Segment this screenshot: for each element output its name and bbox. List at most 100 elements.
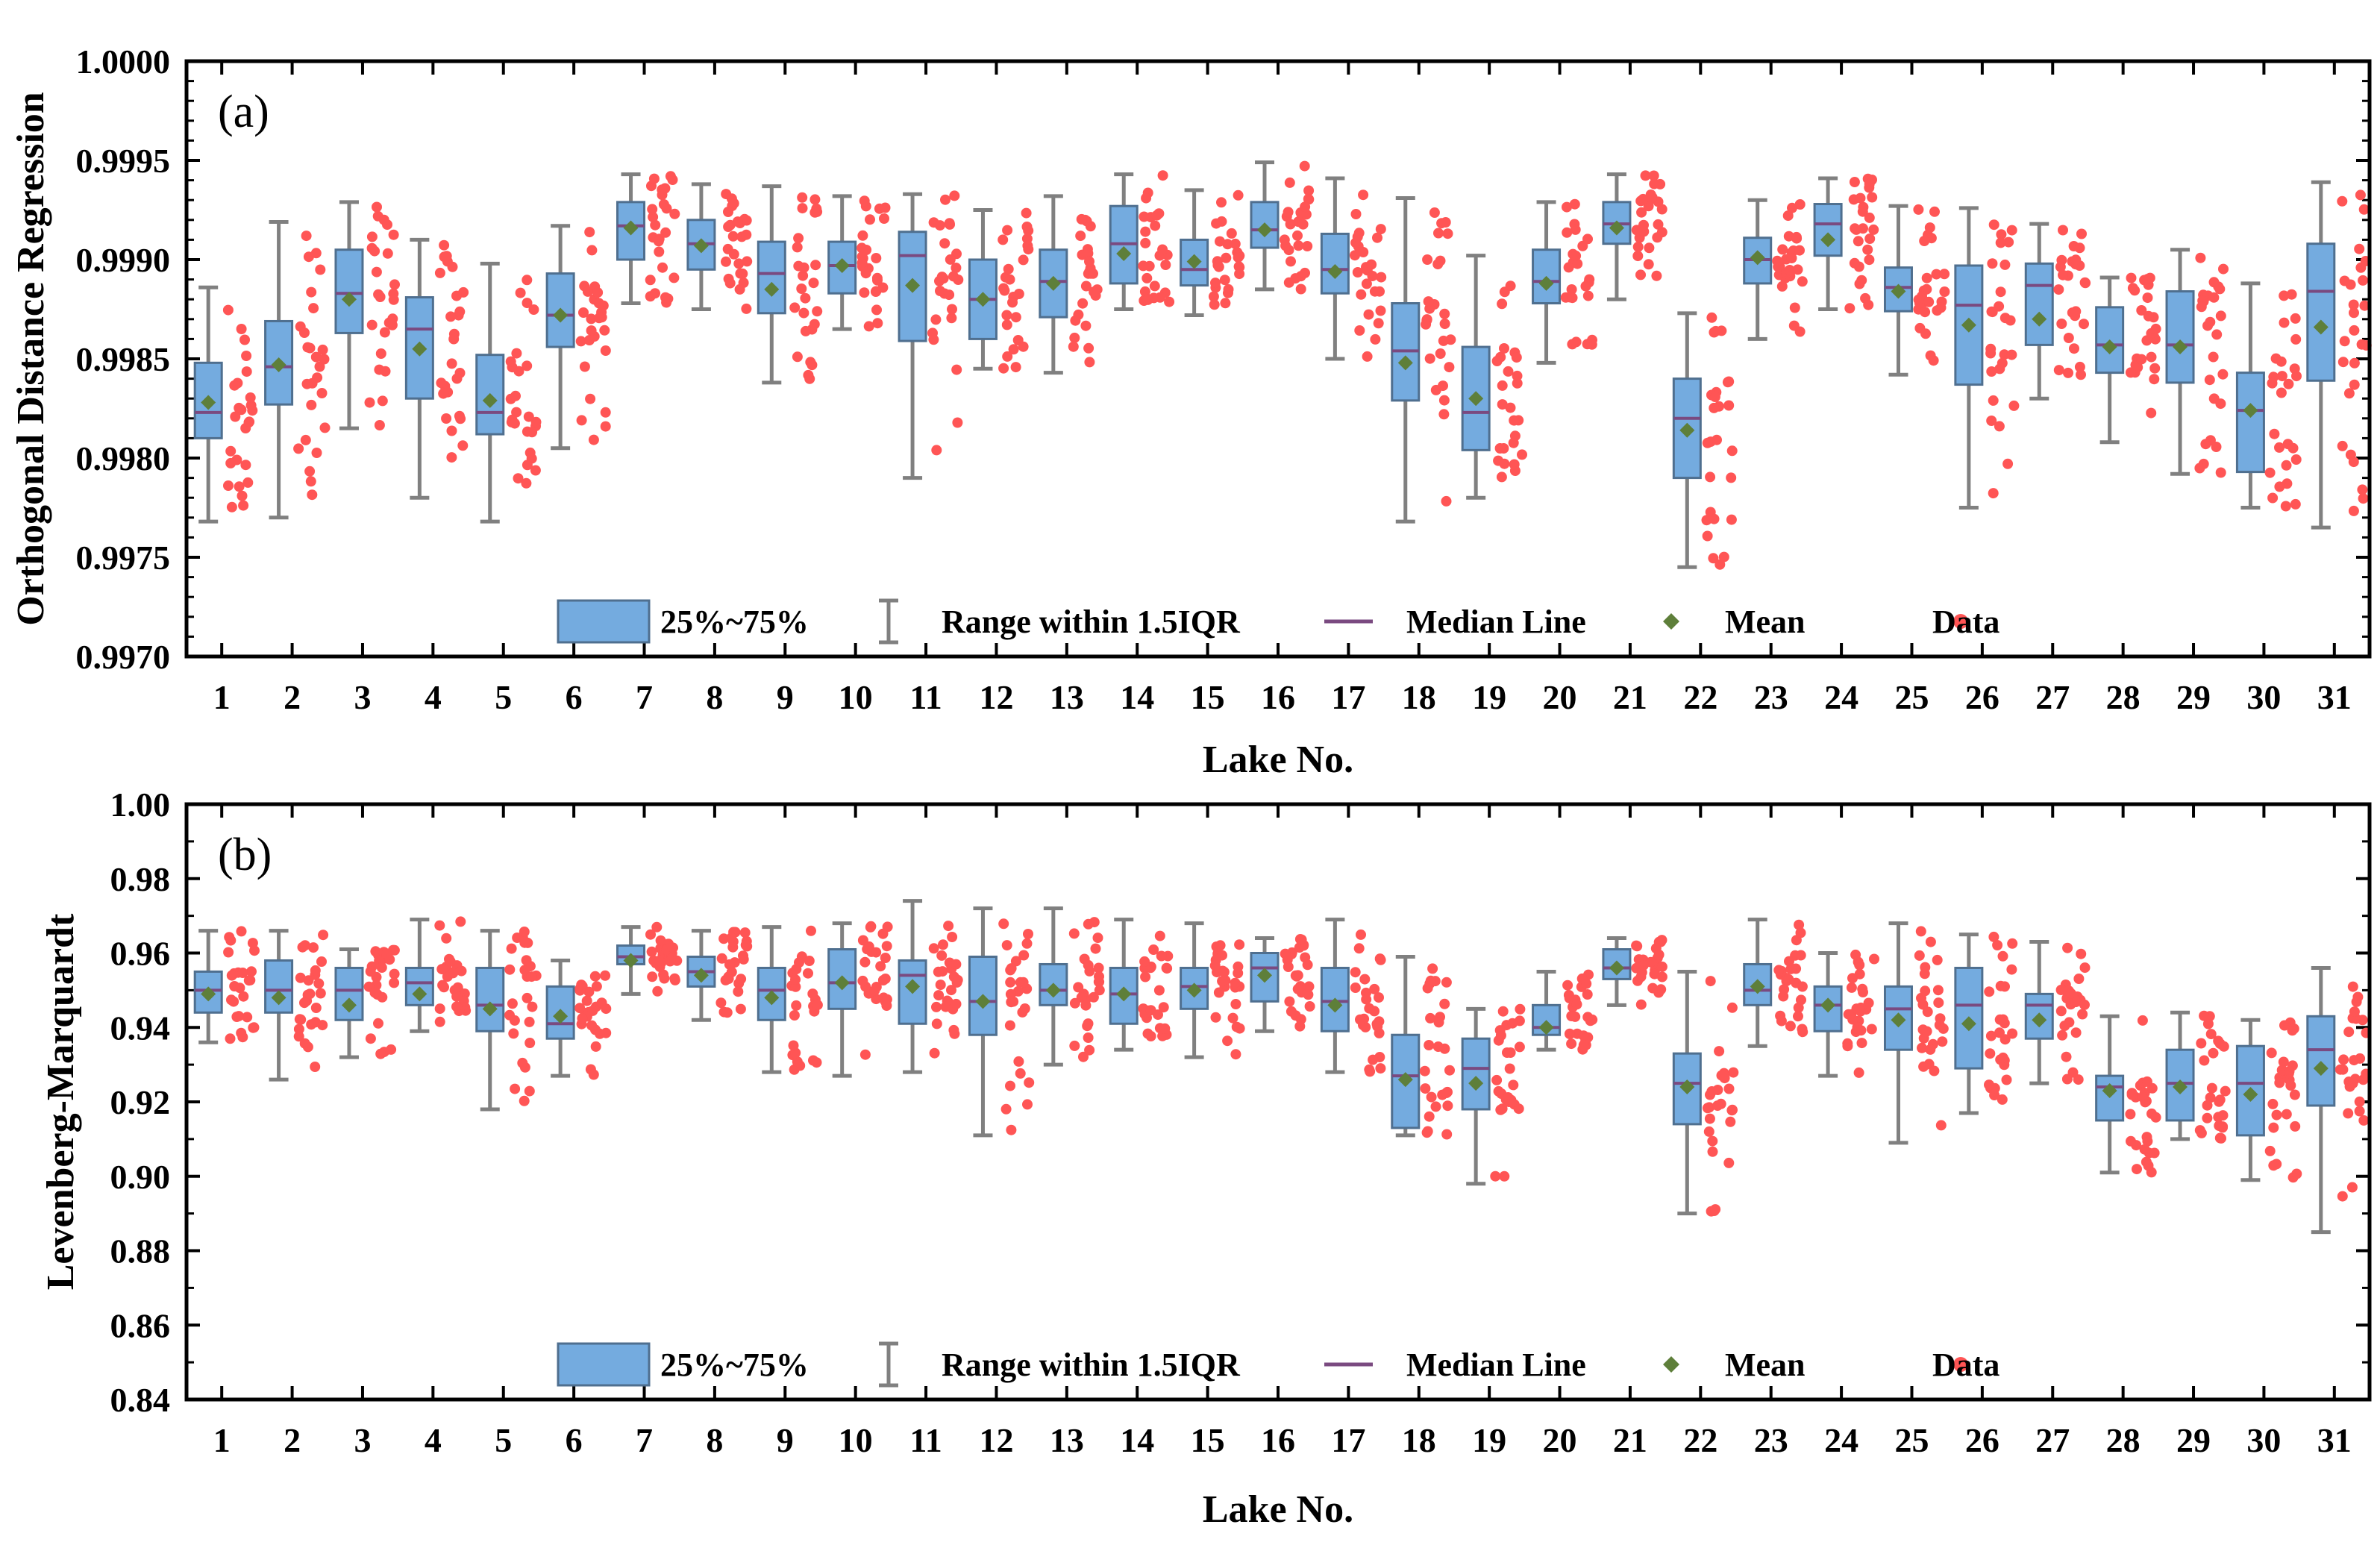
data-point xyxy=(2359,300,2370,311)
data-point xyxy=(388,294,399,305)
data-point xyxy=(313,978,325,989)
data-point xyxy=(454,306,466,317)
x-tick-label: 21 xyxy=(1613,1421,1647,1459)
data-point xyxy=(1290,970,1301,981)
data-point xyxy=(881,1000,892,1011)
data-point xyxy=(2289,1089,2300,1100)
data-point xyxy=(929,1047,940,1059)
data-point xyxy=(1355,1014,1365,1025)
data-point xyxy=(1992,940,2003,950)
data-point xyxy=(1920,328,1931,339)
data-point xyxy=(2283,378,2294,389)
data-point xyxy=(1562,227,1573,238)
data-point xyxy=(1008,344,1019,355)
y-tick-label: 0.98 xyxy=(110,860,171,898)
data-point xyxy=(952,417,963,428)
data-point xyxy=(1503,366,1514,377)
data-point xyxy=(1094,985,1105,996)
data-point xyxy=(527,427,538,438)
data-point xyxy=(1209,299,1220,310)
data-point xyxy=(1632,251,1644,262)
data-point xyxy=(1935,1120,1947,1131)
data-point xyxy=(998,918,1009,930)
data-point xyxy=(1018,341,1029,352)
data-point xyxy=(1439,319,1450,329)
data-point xyxy=(1785,1021,1796,1032)
data-point xyxy=(1988,219,1999,231)
x-tick-label: 25 xyxy=(1894,1421,1929,1459)
data-point xyxy=(2349,379,2360,390)
data-point xyxy=(517,1057,528,1068)
data-point xyxy=(511,348,522,359)
data-point xyxy=(1352,231,1363,242)
data-point xyxy=(2126,272,2137,283)
x-tick-label: 23 xyxy=(1754,678,1788,716)
data-point xyxy=(1374,992,1384,1003)
data-point xyxy=(944,218,955,229)
data-point xyxy=(2006,225,2017,236)
data-point xyxy=(2136,354,2147,365)
data-point xyxy=(1073,309,1084,320)
data-point xyxy=(1494,1025,1506,1036)
data-point xyxy=(1444,1065,1455,1076)
data-point xyxy=(519,937,530,948)
data-point xyxy=(455,916,466,927)
data-point xyxy=(1364,1003,1375,1014)
data-point xyxy=(2141,1132,2152,1143)
data-point xyxy=(1514,1041,1525,1053)
mean-marker xyxy=(1679,1079,1695,1095)
mean-marker xyxy=(2102,339,2117,355)
data-point xyxy=(380,366,391,377)
data-point xyxy=(1928,355,1939,366)
data-point xyxy=(1069,1040,1080,1051)
data-point xyxy=(1284,177,1295,188)
data-point xyxy=(660,292,671,303)
data-point xyxy=(716,953,727,964)
data-point xyxy=(1432,1041,1444,1052)
iqr-box xyxy=(264,319,294,406)
data-point xyxy=(526,971,537,982)
data-point xyxy=(1283,277,1294,288)
data-point xyxy=(654,246,665,257)
data-point xyxy=(2149,374,2160,385)
data-point xyxy=(796,283,807,294)
data-point xyxy=(1794,919,1805,930)
data-point xyxy=(447,261,458,272)
data-point xyxy=(1984,986,1995,997)
data-point xyxy=(310,1062,321,1072)
mean-marker xyxy=(2173,339,2188,355)
data-point xyxy=(530,416,542,427)
data-point xyxy=(446,425,457,436)
legend-label-median: Median Line xyxy=(1406,1347,1586,1383)
data-point xyxy=(2278,1056,2289,1068)
data-point xyxy=(1233,961,1244,972)
data-point xyxy=(2281,460,2292,471)
data-point xyxy=(1723,1083,1735,1094)
data-point xyxy=(389,279,400,290)
data-point xyxy=(528,304,539,315)
data-point xyxy=(1854,278,1865,289)
data-point xyxy=(1441,977,1452,988)
data-point xyxy=(1304,1001,1315,1012)
data-point xyxy=(1350,982,1361,993)
data-point xyxy=(934,220,945,231)
data-point xyxy=(1772,255,1783,266)
data-point xyxy=(1358,189,1369,201)
data-point xyxy=(581,995,592,1006)
data-point xyxy=(734,283,745,295)
data-point xyxy=(1708,553,1719,564)
data-point xyxy=(523,411,534,422)
data-point xyxy=(668,942,678,953)
data-point xyxy=(1293,240,1304,251)
data-point xyxy=(2204,374,2215,386)
mean-marker xyxy=(1891,1012,1906,1028)
mean-marker xyxy=(1397,355,1413,371)
data-point xyxy=(319,354,330,365)
data-point xyxy=(1005,977,1016,988)
data-point xyxy=(1439,998,1450,1009)
data-point xyxy=(375,292,386,302)
data-point xyxy=(2290,313,2301,324)
x-tick-label: 13 xyxy=(1050,678,1084,716)
data-point xyxy=(1359,974,1371,985)
x-tick-label: 11 xyxy=(909,1421,942,1459)
